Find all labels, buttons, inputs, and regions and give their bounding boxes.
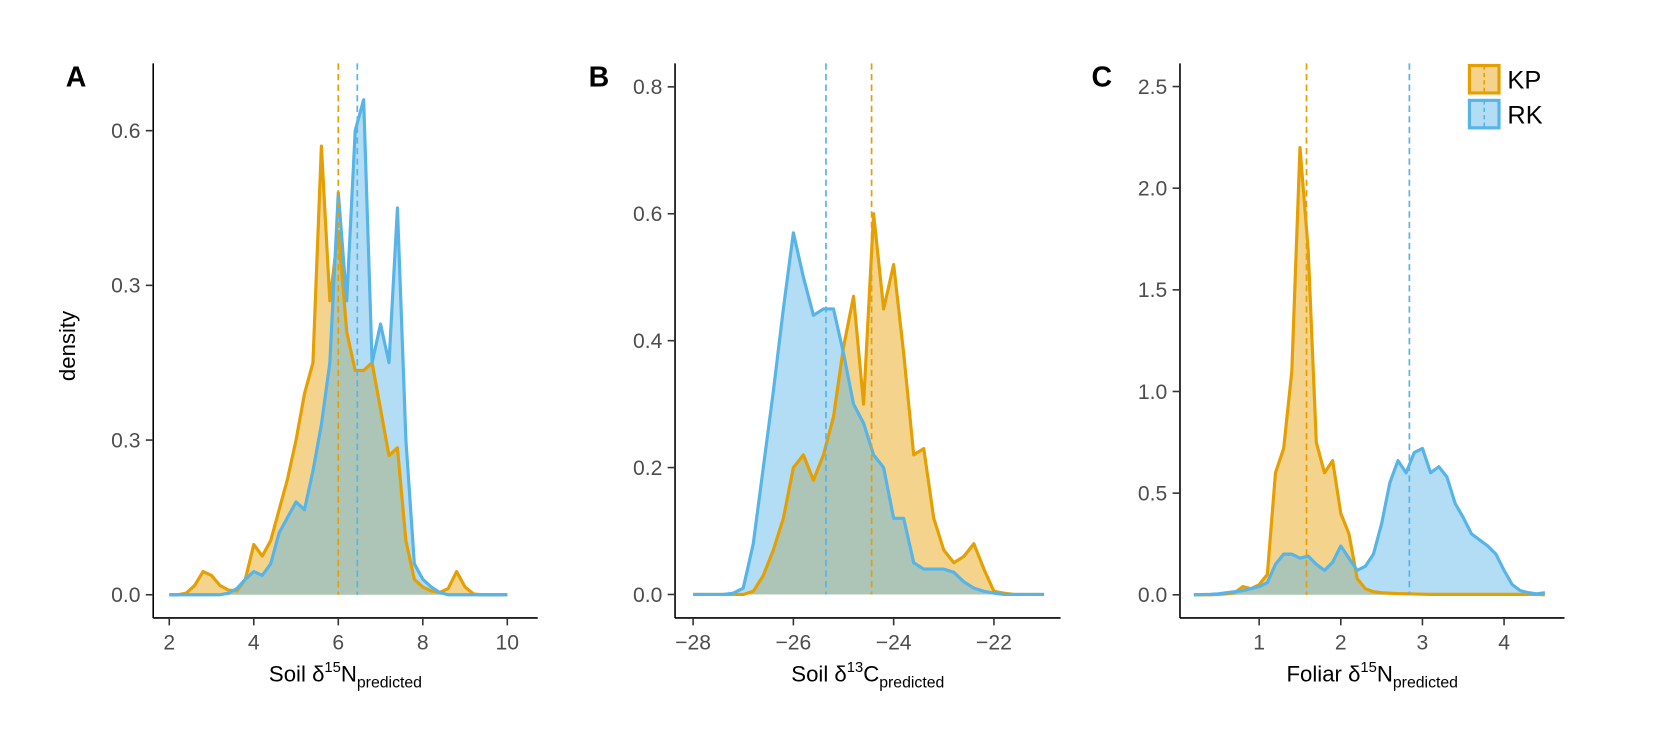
x-tick-label: 1 xyxy=(1253,632,1265,655)
y-tick-label: 0.3 xyxy=(111,429,140,452)
density-area xyxy=(693,213,1045,595)
panel-tag: B xyxy=(589,62,610,94)
y-tick-label: 0.6 xyxy=(633,203,662,226)
y-tick-label: 2.5 xyxy=(1138,76,1167,99)
y-axis-title: density xyxy=(55,310,80,381)
panel: 0.0 0.3 0.3 0.6 2 4 6 8 10 Soil δ15Npredicted dens… xyxy=(55,62,538,692)
y-tick-label: 2.0 xyxy=(1138,178,1167,201)
x-axis-title-text: Foliar δ xyxy=(1286,661,1360,686)
x-axis-title: Soil δ13Cpredicted xyxy=(791,660,944,692)
y-tick-label: 0.0 xyxy=(633,584,662,607)
x-axis-title-symbol: N xyxy=(1377,661,1393,686)
legend-label: RK xyxy=(1507,102,1542,130)
x-tick-label: 10 xyxy=(496,632,519,655)
x-axis-title-sub: predicted xyxy=(1393,675,1458,692)
x-axis-title: Foliar δ15Npredicted xyxy=(1286,660,1458,692)
density-line xyxy=(1193,446,1546,597)
y-tick-label: 0.2 xyxy=(633,457,662,480)
panel: 0.0 0.2 0.4 0.6 0.8 −28 −26 −24 −22 Soil δ13Cpred… xyxy=(589,62,1061,692)
density-area xyxy=(693,232,1045,595)
x-axis-title-sub: predicted xyxy=(879,675,944,692)
x-tick-label: 4 xyxy=(248,632,260,655)
x-tick-label: −24 xyxy=(876,632,912,655)
density-line xyxy=(693,212,1045,597)
panel: 0.0 0.5 1.0 1.5 2.0 2.5 1 2 3 4 Foliar δ15Npredict… xyxy=(1092,62,1565,692)
y-tick-label: 0.4 xyxy=(633,330,663,353)
density-line xyxy=(693,231,1045,597)
density-line xyxy=(169,144,508,597)
y-tick-label: 0.3 xyxy=(111,275,140,298)
x-tick-label: 2 xyxy=(163,632,175,655)
legend-swatch xyxy=(1467,63,1501,95)
y-tick-label: 0.0 xyxy=(111,584,140,607)
y-tick-label: 0.5 xyxy=(1138,483,1167,506)
x-tick-label: 4 xyxy=(1498,632,1510,655)
x-tick-label: −22 xyxy=(976,632,1012,655)
x-axis-title-sup: 15 xyxy=(324,660,340,676)
x-axis-title-sub: predicted xyxy=(357,675,422,692)
x-axis-title-text: Soil δ xyxy=(269,661,324,686)
x-tick-label: 3 xyxy=(1417,632,1429,655)
x-axis-title-symbol: N xyxy=(341,661,357,686)
density-area xyxy=(1193,147,1545,595)
panel-tag: A xyxy=(66,62,87,94)
density-area xyxy=(1193,448,1545,595)
legend-label: KP xyxy=(1507,67,1541,95)
density-line xyxy=(1193,145,1545,597)
x-axis-title-sup: 15 xyxy=(1360,660,1376,676)
y-tick-label: 0.8 xyxy=(633,76,662,99)
y-tick-label: 0.0 xyxy=(1138,584,1167,607)
y-tick-label: 1.0 xyxy=(1138,381,1167,404)
x-axis-title-symbol: C xyxy=(863,661,879,686)
panel-tag: C xyxy=(1092,62,1113,94)
x-axis-title: Soil δ15Npredicted xyxy=(269,660,422,692)
density-area xyxy=(169,99,508,595)
y-tick-label: 1.5 xyxy=(1138,279,1167,302)
y-tick-label: 0.6 xyxy=(111,120,140,143)
x-axis-title-text: Soil δ xyxy=(791,661,846,686)
x-axis-title-sup: 13 xyxy=(847,660,863,676)
x-tick-label: 6 xyxy=(332,632,344,655)
x-tick-label: −28 xyxy=(675,632,711,655)
x-tick-label: 8 xyxy=(417,632,429,655)
x-tick-label: −26 xyxy=(775,632,811,655)
x-tick-label: 2 xyxy=(1335,632,1347,655)
